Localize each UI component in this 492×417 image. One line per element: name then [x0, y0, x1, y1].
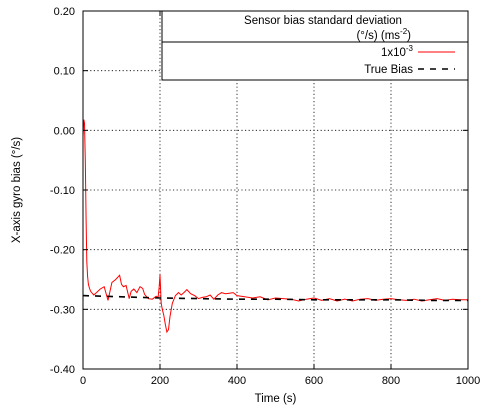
- legend-entries: 1x10-3 True Bias: [364, 44, 455, 76]
- series-line-1: [82, 119, 468, 334]
- x-tick-label: 0: [80, 375, 86, 387]
- y-tick-label: -0.20: [50, 245, 75, 257]
- y-tick-label: -0.40: [50, 364, 75, 376]
- x-tick-label: 200: [151, 375, 169, 387]
- y-axis-label: X-axis gyro bias (°/s): [11, 137, 23, 243]
- series-line-2: [82, 294, 468, 302]
- y-tick-label: -0.10: [50, 185, 75, 197]
- legend-title: Sensor bias standard deviation: [244, 15, 402, 27]
- legend-entry-label: 1x10-3: [381, 44, 414, 59]
- legend-entry-label: True Bias: [364, 64, 413, 76]
- legend-box: [161, 10, 469, 81]
- plot-lines: [82, 119, 468, 334]
- x-tick-label: 400: [228, 375, 246, 387]
- y-tick-label: 0.00: [54, 125, 75, 137]
- x-tick-label: 600: [305, 375, 323, 387]
- y-tick-label: -0.30: [50, 304, 75, 316]
- y-tick-label: 0.20: [54, 6, 75, 18]
- legend-units-base: (°/s) (ms: [356, 30, 400, 42]
- y-tick-label: 0.10: [54, 66, 75, 78]
- legend-entry-label-base: True Bias: [364, 64, 413, 76]
- legend-units-exponent: -2: [400, 27, 408, 36]
- legend-units-close: ): [407, 30, 411, 42]
- legend: Sensor bias standard deviation (°/s) (ms…: [161, 10, 469, 81]
- legend-title-units: (°/s) (ms-2): [356, 27, 411, 42]
- x-tick-label: 1000: [456, 375, 480, 387]
- x-axis-label: Time (s): [255, 393, 297, 405]
- legend-entry-label-exponent: -3: [406, 44, 414, 53]
- legend-entry-label-base: 1x10: [381, 47, 406, 59]
- x-tick-label: 800: [382, 375, 400, 387]
